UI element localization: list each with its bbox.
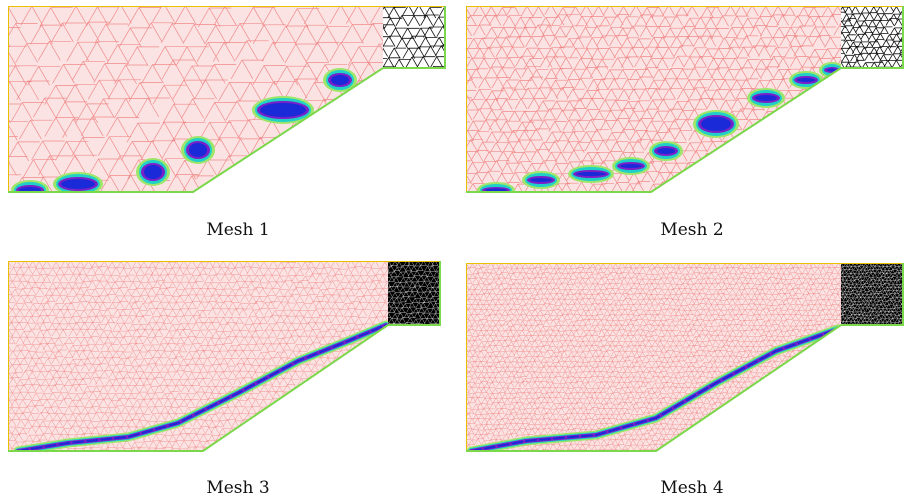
mesh-1-caption: Mesh 1 — [206, 220, 270, 240]
bottom-boundary — [8, 324, 389, 452]
mesh-4-plot — [466, 263, 904, 452]
damage-zone — [13, 320, 388, 451]
insert-block — [388, 261, 441, 326]
damage-zone — [466, 324, 841, 451]
mesh-2-caption: Mesh 2 — [660, 220, 724, 240]
bottom-boundary — [8, 67, 384, 193]
bottom-boundary — [466, 67, 842, 193]
insert-block — [841, 263, 904, 326]
mesh-panel-4 — [466, 263, 906, 455]
mesh-panel-3 — [8, 261, 448, 455]
damage-zone — [477, 62, 841, 192]
mesh-3-caption: Mesh 3 — [206, 478, 270, 498]
insert-block — [383, 6, 446, 69]
mesh-4-caption: Mesh 4 — [660, 478, 724, 498]
mesh-3-plot — [8, 261, 441, 452]
mesh-2-plot — [466, 6, 904, 193]
insert-block — [841, 6, 904, 69]
domain-fill — [466, 6, 841, 192]
mesh-panel-2 — [466, 6, 906, 196]
mesh-1-plot — [8, 6, 446, 193]
domain-fill — [8, 261, 388, 451]
damage-zone — [11, 68, 357, 192]
bottom-boundary — [466, 324, 842, 452]
mesh-panel-1 — [8, 6, 448, 196]
